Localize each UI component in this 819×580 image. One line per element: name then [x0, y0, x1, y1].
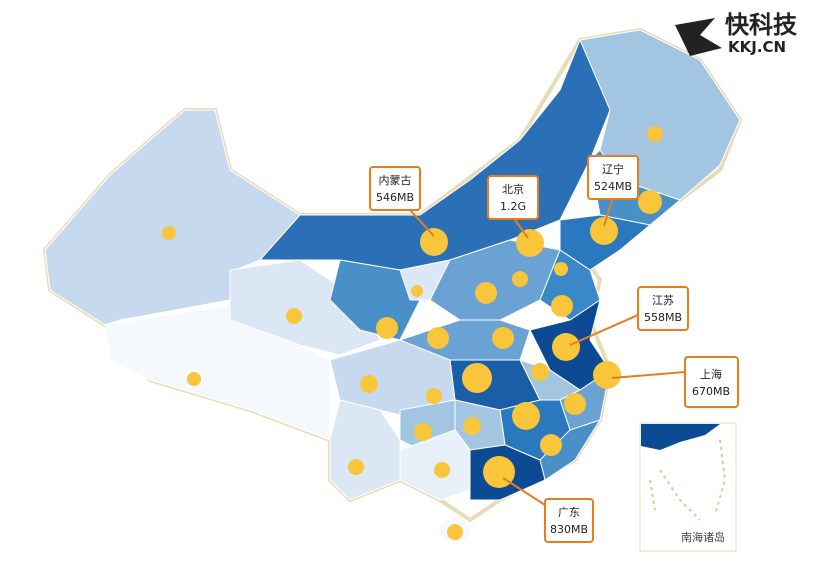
callout-value: 830MB [550, 523, 588, 536]
callout-value: 558MB [644, 311, 682, 324]
dot [414, 423, 432, 441]
leader-line [611, 371, 686, 379]
dot [564, 393, 586, 415]
callout-region: 内蒙古 [379, 173, 412, 187]
leader-line [514, 219, 529, 239]
callout-value: 546MB [376, 191, 414, 204]
inset-islands [649, 439, 727, 521]
callout-box [544, 498, 594, 543]
dot [420, 228, 448, 256]
province [229, 259, 381, 356]
callout-box [487, 175, 539, 220]
callout-value: 524MB [594, 180, 632, 193]
dot [593, 361, 621, 389]
dot [447, 524, 463, 540]
leader-line [569, 314, 639, 346]
dot [590, 217, 618, 245]
callout-box [369, 166, 421, 211]
dot [411, 285, 423, 297]
callout-value: 1.2G [500, 200, 526, 213]
callout-region: 江苏 [652, 294, 674, 307]
south-sea-inset: 南海诸岛 [639, 422, 737, 552]
dot [554, 262, 568, 276]
dot [516, 229, 544, 257]
dot [348, 459, 364, 475]
inset-region [641, 424, 720, 450]
dot [427, 327, 449, 349]
callout-box [684, 356, 739, 408]
callout-region: 上海 [700, 367, 722, 381]
leader-line [409, 209, 435, 237]
dot [512, 402, 540, 430]
callout-value: 670MB [692, 385, 730, 398]
callout-box [637, 286, 689, 331]
logo-name: 快科技 [725, 11, 798, 39]
inset-label: 南海诸岛 [681, 530, 725, 544]
dot [647, 126, 663, 142]
dot [512, 271, 528, 287]
callout-box [587, 155, 639, 200]
provinces [44, 29, 741, 543]
dot [426, 388, 442, 404]
dot [540, 434, 562, 456]
dot [638, 190, 662, 214]
dot [462, 363, 492, 393]
dot [162, 226, 176, 240]
logo: 快科技 KKJ.CN [675, 11, 798, 56]
dot [360, 375, 378, 393]
dot [552, 333, 580, 361]
logo-url: KKJ.CN [728, 38, 786, 56]
dot [187, 372, 201, 386]
dot [434, 462, 450, 478]
value-dots [162, 126, 663, 540]
callout-region: 广东 [558, 506, 580, 519]
callout-region: 北京 [502, 182, 524, 196]
callouts: 内蒙古 546MB 北京 1.2G 辽宁 524MB 江苏 558MB 上海 6… [369, 155, 739, 543]
callout-region: 辽宁 [602, 162, 624, 176]
dot [376, 317, 398, 339]
dot [286, 308, 302, 324]
logo-icon [675, 18, 722, 56]
dot [492, 327, 514, 349]
dot [531, 363, 549, 381]
dot [475, 282, 497, 304]
dot [551, 295, 573, 317]
leader-line [502, 477, 546, 506]
leader-line [603, 199, 613, 227]
dot [463, 417, 481, 435]
